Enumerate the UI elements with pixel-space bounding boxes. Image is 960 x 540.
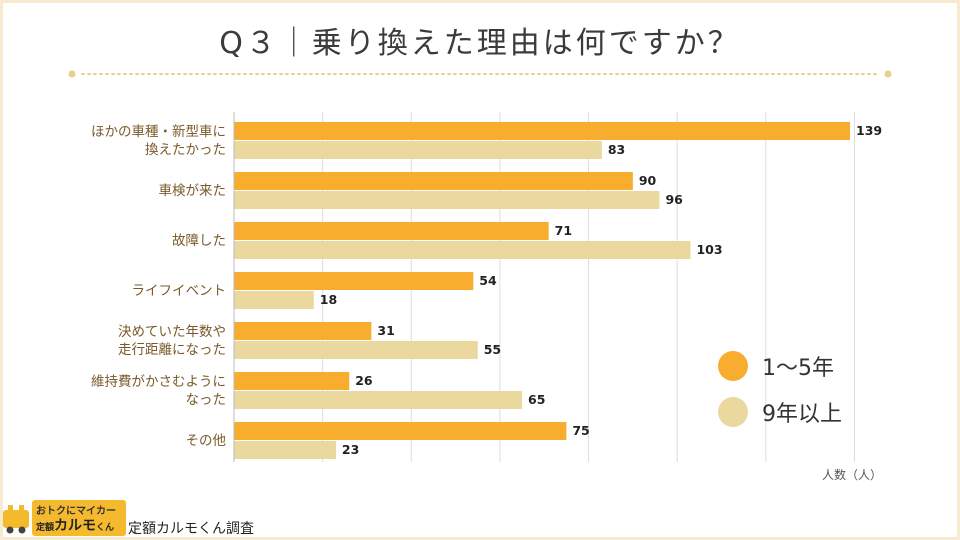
title-divider	[68, 70, 892, 78]
chart-title: Q３｜乗り換えた理由は何ですか？	[219, 26, 741, 61]
bar-2	[234, 241, 691, 259]
legend-label-series-2: 9年以上	[762, 402, 842, 427]
bar-2	[234, 341, 478, 359]
bar-2	[234, 191, 660, 209]
data-label: 65	[528, 392, 546, 407]
data-label: 139	[856, 123, 883, 138]
category-label-line: 故障した	[172, 232, 226, 249]
data-label: 26	[355, 373, 373, 388]
data-label: 18	[319, 292, 338, 307]
legend-dot-series-2	[718, 397, 748, 427]
legend-item-series-2: 9年以上	[718, 396, 842, 428]
bar-2	[234, 291, 314, 309]
bar-2	[234, 441, 336, 459]
legend-label-series-1: 1～5年	[762, 356, 834, 381]
bar-2	[234, 391, 523, 409]
category-label-line: 換えたかった	[145, 141, 226, 158]
car-logo-icon	[3, 505, 29, 534]
bar-1	[234, 322, 372, 340]
logo-tagline: おトクにマイカー	[36, 506, 116, 517]
bar-1	[234, 122, 850, 140]
legend-item-series-1: 1～5年	[718, 350, 834, 382]
category-label: 維持費がかさむように なった	[6, 373, 226, 409]
category-label: ライフイベント	[6, 282, 227, 300]
legend-dot-series-1	[718, 351, 748, 381]
category-label-line: ライフイベント	[131, 282, 227, 299]
data-label: 96	[665, 192, 683, 207]
data-label: 83	[607, 142, 626, 157]
data-label: 103	[696, 242, 723, 257]
category-label-line: 走行距離になった	[118, 341, 226, 358]
category-label: その他	[6, 432, 227, 450]
logo-wordmark: 定額カルモくん	[36, 515, 114, 535]
source-note: 定額カルモくん調査	[128, 521, 254, 537]
category-label: 決めていた年数や 走行距離になった	[6, 323, 226, 359]
logo-suffix: くん	[96, 523, 115, 533]
data-label: 90	[638, 173, 657, 188]
category-label: ほかの車種・新型車に 換えたかった	[6, 123, 226, 159]
category-label: 故障した	[6, 232, 226, 250]
bar-1	[234, 372, 350, 390]
category-label-line: 維持費がかさむように	[91, 373, 226, 390]
bar-1	[234, 422, 567, 440]
category-label-line: なった	[185, 391, 227, 408]
logo-main-text: カルモ	[54, 518, 97, 534]
data-label: 71	[554, 223, 573, 238]
bar-1	[234, 272, 474, 290]
data-label: 23	[341, 442, 360, 457]
logo-prefix: 定額	[36, 523, 55, 533]
category-label-line: 車検が来た	[158, 182, 227, 199]
category-label-line: 決めていた年数や	[118, 323, 226, 340]
bar-1	[234, 172, 633, 190]
logo-badge: おトクにマイカー 定額カルモくん	[32, 500, 126, 536]
data-label: 31	[377, 323, 395, 338]
data-label: 55	[483, 342, 502, 357]
bar-2	[234, 141, 602, 159]
category-label: 車検が来た	[6, 182, 227, 200]
brand-logo: おトクにマイカー 定額カルモくん	[2, 500, 126, 538]
bar-1	[234, 222, 549, 240]
x-axis-unit-label: 人数（人）	[822, 468, 883, 482]
data-label: 75	[572, 423, 590, 438]
category-label-line: ほかの車種・新型車に	[91, 123, 226, 140]
category-label-line: その他	[185, 432, 227, 449]
data-label: 54	[479, 273, 497, 288]
